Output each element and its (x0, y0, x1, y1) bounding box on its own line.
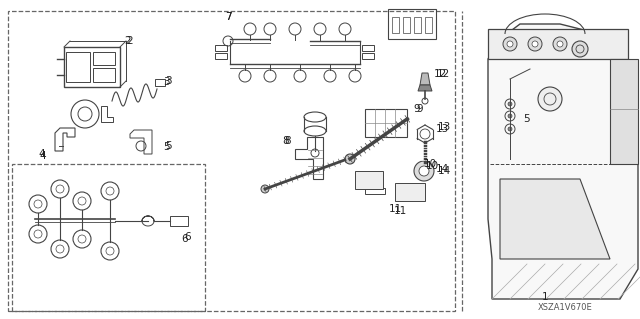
Text: 11: 11 (394, 206, 406, 216)
Bar (215, 53, 227, 59)
Text: 7: 7 (225, 12, 231, 22)
Circle shape (572, 41, 588, 57)
Text: 6: 6 (185, 232, 191, 242)
Text: 11: 11 (388, 204, 402, 214)
Bar (362, 53, 374, 59)
Text: 5: 5 (163, 142, 170, 152)
Text: 5: 5 (524, 114, 531, 124)
Bar (388, 9, 436, 39)
Bar (362, 45, 374, 51)
Text: 1: 1 (541, 292, 548, 302)
Text: 8: 8 (285, 136, 291, 146)
Text: 13: 13 (437, 122, 451, 132)
Text: 2: 2 (125, 36, 131, 46)
Bar (66, 52, 90, 82)
Bar (414, 17, 421, 33)
Text: 4: 4 (38, 149, 45, 159)
Bar (64, 47, 120, 87)
Circle shape (261, 185, 269, 193)
Text: 12: 12 (433, 69, 447, 79)
Bar (365, 109, 407, 137)
Circle shape (419, 166, 429, 176)
Text: 10: 10 (424, 159, 436, 169)
Bar (610, 59, 638, 164)
Bar (215, 45, 227, 51)
Circle shape (532, 41, 538, 47)
Bar (170, 216, 188, 226)
Circle shape (528, 37, 542, 51)
Bar (425, 17, 432, 33)
Bar (8, 11, 455, 311)
Polygon shape (418, 85, 432, 91)
Text: 10: 10 (426, 161, 438, 171)
Text: 7: 7 (225, 12, 231, 22)
Circle shape (345, 154, 355, 164)
Text: 12: 12 (436, 69, 450, 79)
Bar (488, 29, 628, 59)
Circle shape (553, 37, 567, 51)
Text: 3: 3 (164, 76, 172, 86)
Circle shape (508, 127, 512, 131)
Text: 5: 5 (164, 141, 172, 151)
Circle shape (507, 41, 513, 47)
Text: 13: 13 (435, 124, 449, 134)
Text: 8: 8 (283, 136, 289, 146)
Bar (93, 52, 115, 65)
Polygon shape (488, 24, 638, 299)
Circle shape (557, 41, 563, 47)
Text: 14: 14 (435, 164, 449, 174)
Bar (403, 17, 410, 33)
Bar (155, 79, 165, 86)
Bar (395, 183, 425, 201)
Text: 2: 2 (127, 36, 133, 46)
Circle shape (414, 161, 434, 181)
Circle shape (508, 102, 512, 106)
Text: 9: 9 (413, 104, 420, 114)
Text: 14: 14 (437, 166, 451, 176)
Text: 4: 4 (40, 151, 46, 161)
Polygon shape (420, 73, 430, 85)
Polygon shape (367, 177, 383, 189)
Bar (392, 17, 399, 33)
Polygon shape (500, 179, 610, 259)
Text: 3: 3 (163, 77, 170, 87)
Bar (355, 171, 383, 189)
Circle shape (508, 114, 512, 118)
Bar (12, 164, 205, 311)
Text: 6: 6 (182, 234, 188, 244)
Bar (365, 188, 385, 194)
Circle shape (503, 37, 517, 51)
Text: 9: 9 (417, 104, 423, 114)
Circle shape (538, 87, 562, 111)
Text: XSZA1V670E: XSZA1V670E (538, 302, 593, 311)
Bar (93, 68, 115, 82)
